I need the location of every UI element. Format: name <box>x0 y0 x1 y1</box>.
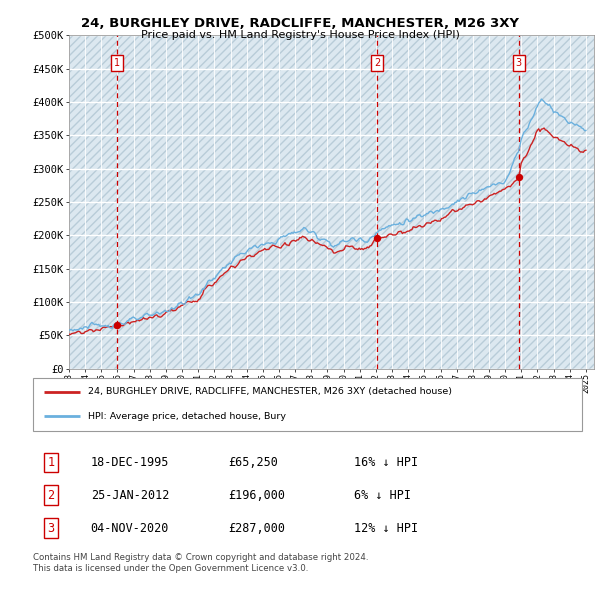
Point <box>112 320 122 330</box>
Point <box>372 234 382 243</box>
Text: 3: 3 <box>47 522 55 535</box>
Text: 24, BURGHLEY DRIVE, RADCLIFFE, MANCHESTER, M26 3XY: 24, BURGHLEY DRIVE, RADCLIFFE, MANCHESTE… <box>81 17 519 30</box>
Text: 2: 2 <box>374 58 380 68</box>
Text: Contains HM Land Registry data © Crown copyright and database right 2024.
This d: Contains HM Land Registry data © Crown c… <box>33 553 368 573</box>
FancyBboxPatch shape <box>33 378 582 431</box>
Text: 04-NOV-2020: 04-NOV-2020 <box>91 522 169 535</box>
Text: £287,000: £287,000 <box>228 522 285 535</box>
Text: 1: 1 <box>47 456 55 469</box>
Text: 3: 3 <box>515 58 522 68</box>
Text: 1: 1 <box>114 58 120 68</box>
Text: Price paid vs. HM Land Registry's House Price Index (HPI): Price paid vs. HM Land Registry's House … <box>140 30 460 40</box>
Text: 16% ↓ HPI: 16% ↓ HPI <box>354 456 418 469</box>
Text: 25-JAN-2012: 25-JAN-2012 <box>91 489 169 502</box>
Text: 2: 2 <box>47 489 55 502</box>
Text: HPI: Average price, detached house, Bury: HPI: Average price, detached house, Bury <box>88 412 286 421</box>
Text: £65,250: £65,250 <box>228 456 278 469</box>
Text: £196,000: £196,000 <box>228 489 285 502</box>
Text: 6% ↓ HPI: 6% ↓ HPI <box>354 489 411 502</box>
Text: 12% ↓ HPI: 12% ↓ HPI <box>354 522 418 535</box>
Text: 18-DEC-1995: 18-DEC-1995 <box>91 456 169 469</box>
Point <box>514 173 524 182</box>
Text: 24, BURGHLEY DRIVE, RADCLIFFE, MANCHESTER, M26 3XY (detached house): 24, BURGHLEY DRIVE, RADCLIFFE, MANCHESTE… <box>88 388 452 396</box>
